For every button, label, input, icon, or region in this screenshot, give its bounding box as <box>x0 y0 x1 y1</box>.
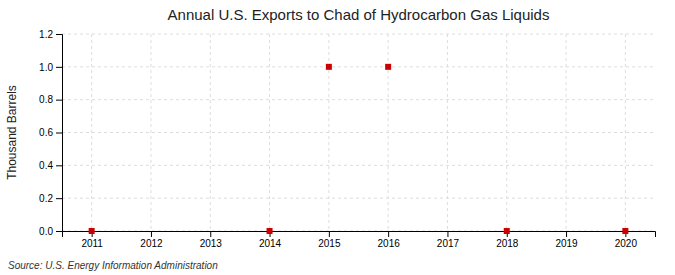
x-tick-mark <box>447 231 448 237</box>
data-points <box>89 64 629 234</box>
x-tick-label: 2015 <box>318 238 341 249</box>
x-tick-label: 2019 <box>555 238 578 249</box>
point <box>267 228 273 234</box>
y-tick-mark <box>56 165 62 166</box>
x-tick: 2017 <box>437 231 460 249</box>
grid-line <box>388 34 389 231</box>
x-tick-mark <box>388 231 389 237</box>
x-tick-label: 2016 <box>378 238 401 249</box>
y-tick: 0.8 <box>39 94 62 105</box>
y-tick-label: 0.6 <box>39 127 53 138</box>
y-tick-mark <box>56 231 62 232</box>
x-tick: 2015 <box>318 231 341 249</box>
grid-line <box>566 34 567 231</box>
y-tick-label: 0.2 <box>39 193 53 204</box>
grid-line <box>62 165 655 166</box>
y-tick: 0.6 <box>39 127 62 138</box>
x-tick-mark <box>210 231 211 237</box>
x-tick: 2016 <box>378 231 401 249</box>
grid-line <box>91 34 92 231</box>
grid-line <box>447 34 448 231</box>
x-axis-line <box>63 232 656 238</box>
x-tick-label: 2020 <box>615 238 638 249</box>
x-tick-label: 2014 <box>259 238 282 249</box>
point <box>622 228 628 234</box>
y-tick-mark <box>56 133 62 134</box>
y-tick-label: 1.0 <box>39 62 53 73</box>
title: Annual U.S. Exports to Chad of Hydrocarb… <box>168 6 550 23</box>
grid-line <box>269 34 270 231</box>
x-tick-mark <box>151 231 152 237</box>
y-tick-mark <box>56 100 62 101</box>
x-tick-label: 2017 <box>437 238 460 249</box>
x-axis: 2011 2012 2013 2014 2015 2016 2017 2018 2019 2020 <box>63 231 656 249</box>
y-tick: 1.2 <box>39 29 62 40</box>
grid-line <box>328 34 329 231</box>
x-tick-label: 2011 <box>81 238 103 249</box>
point <box>385 64 391 70</box>
grid-line <box>150 34 151 231</box>
y-tick: 0.0 <box>39 226 62 237</box>
x-tick: 2012 <box>140 231 163 249</box>
annotation: Source: U.S. Energy Information Administ… <box>8 260 218 271</box>
y-axis-line <box>56 35 63 232</box>
y-tick: 1.0 <box>39 62 62 73</box>
grid <box>62 34 655 231</box>
plot-area: 2011 2012 2013 2014 2015 2016 2017 2018 2019 2020… <box>39 29 655 249</box>
point <box>326 64 332 70</box>
y-tick-label: 1.2 <box>39 29 53 40</box>
y-tick-label: 0.4 <box>39 160 53 171</box>
x-tick: 2019 <box>555 231 578 249</box>
y-axis-title: Thousand Barrels <box>5 85 19 180</box>
point <box>504 228 510 234</box>
x-tick-label: 2018 <box>496 238 519 249</box>
y-tick-label: 0.0 <box>39 226 53 237</box>
y-tick-mark <box>56 67 62 68</box>
grid-line <box>210 34 211 231</box>
y-tick: 0.2 <box>39 193 62 204</box>
chart: 2011 2012 2013 2014 2015 2016 2017 2018 2019 2020… <box>0 0 675 275</box>
y-tick-mark <box>56 198 62 199</box>
y-axis: 0.0 0.2 0.4 0.6 0.8 1.0 1.2 <box>39 29 62 237</box>
x-tick-label: 2012 <box>140 238 163 249</box>
y-tick-mark <box>56 34 62 35</box>
x-tick-label: 2013 <box>200 238 223 249</box>
point <box>89 228 95 234</box>
x-tick-mark <box>329 231 330 237</box>
x-tick-mark <box>566 231 567 237</box>
y-tick: 0.4 <box>39 160 62 171</box>
grid-line <box>625 34 626 231</box>
x-tick: 2013 <box>200 231 223 249</box>
y-tick-label: 0.8 <box>39 94 53 105</box>
grid-line <box>506 34 507 231</box>
